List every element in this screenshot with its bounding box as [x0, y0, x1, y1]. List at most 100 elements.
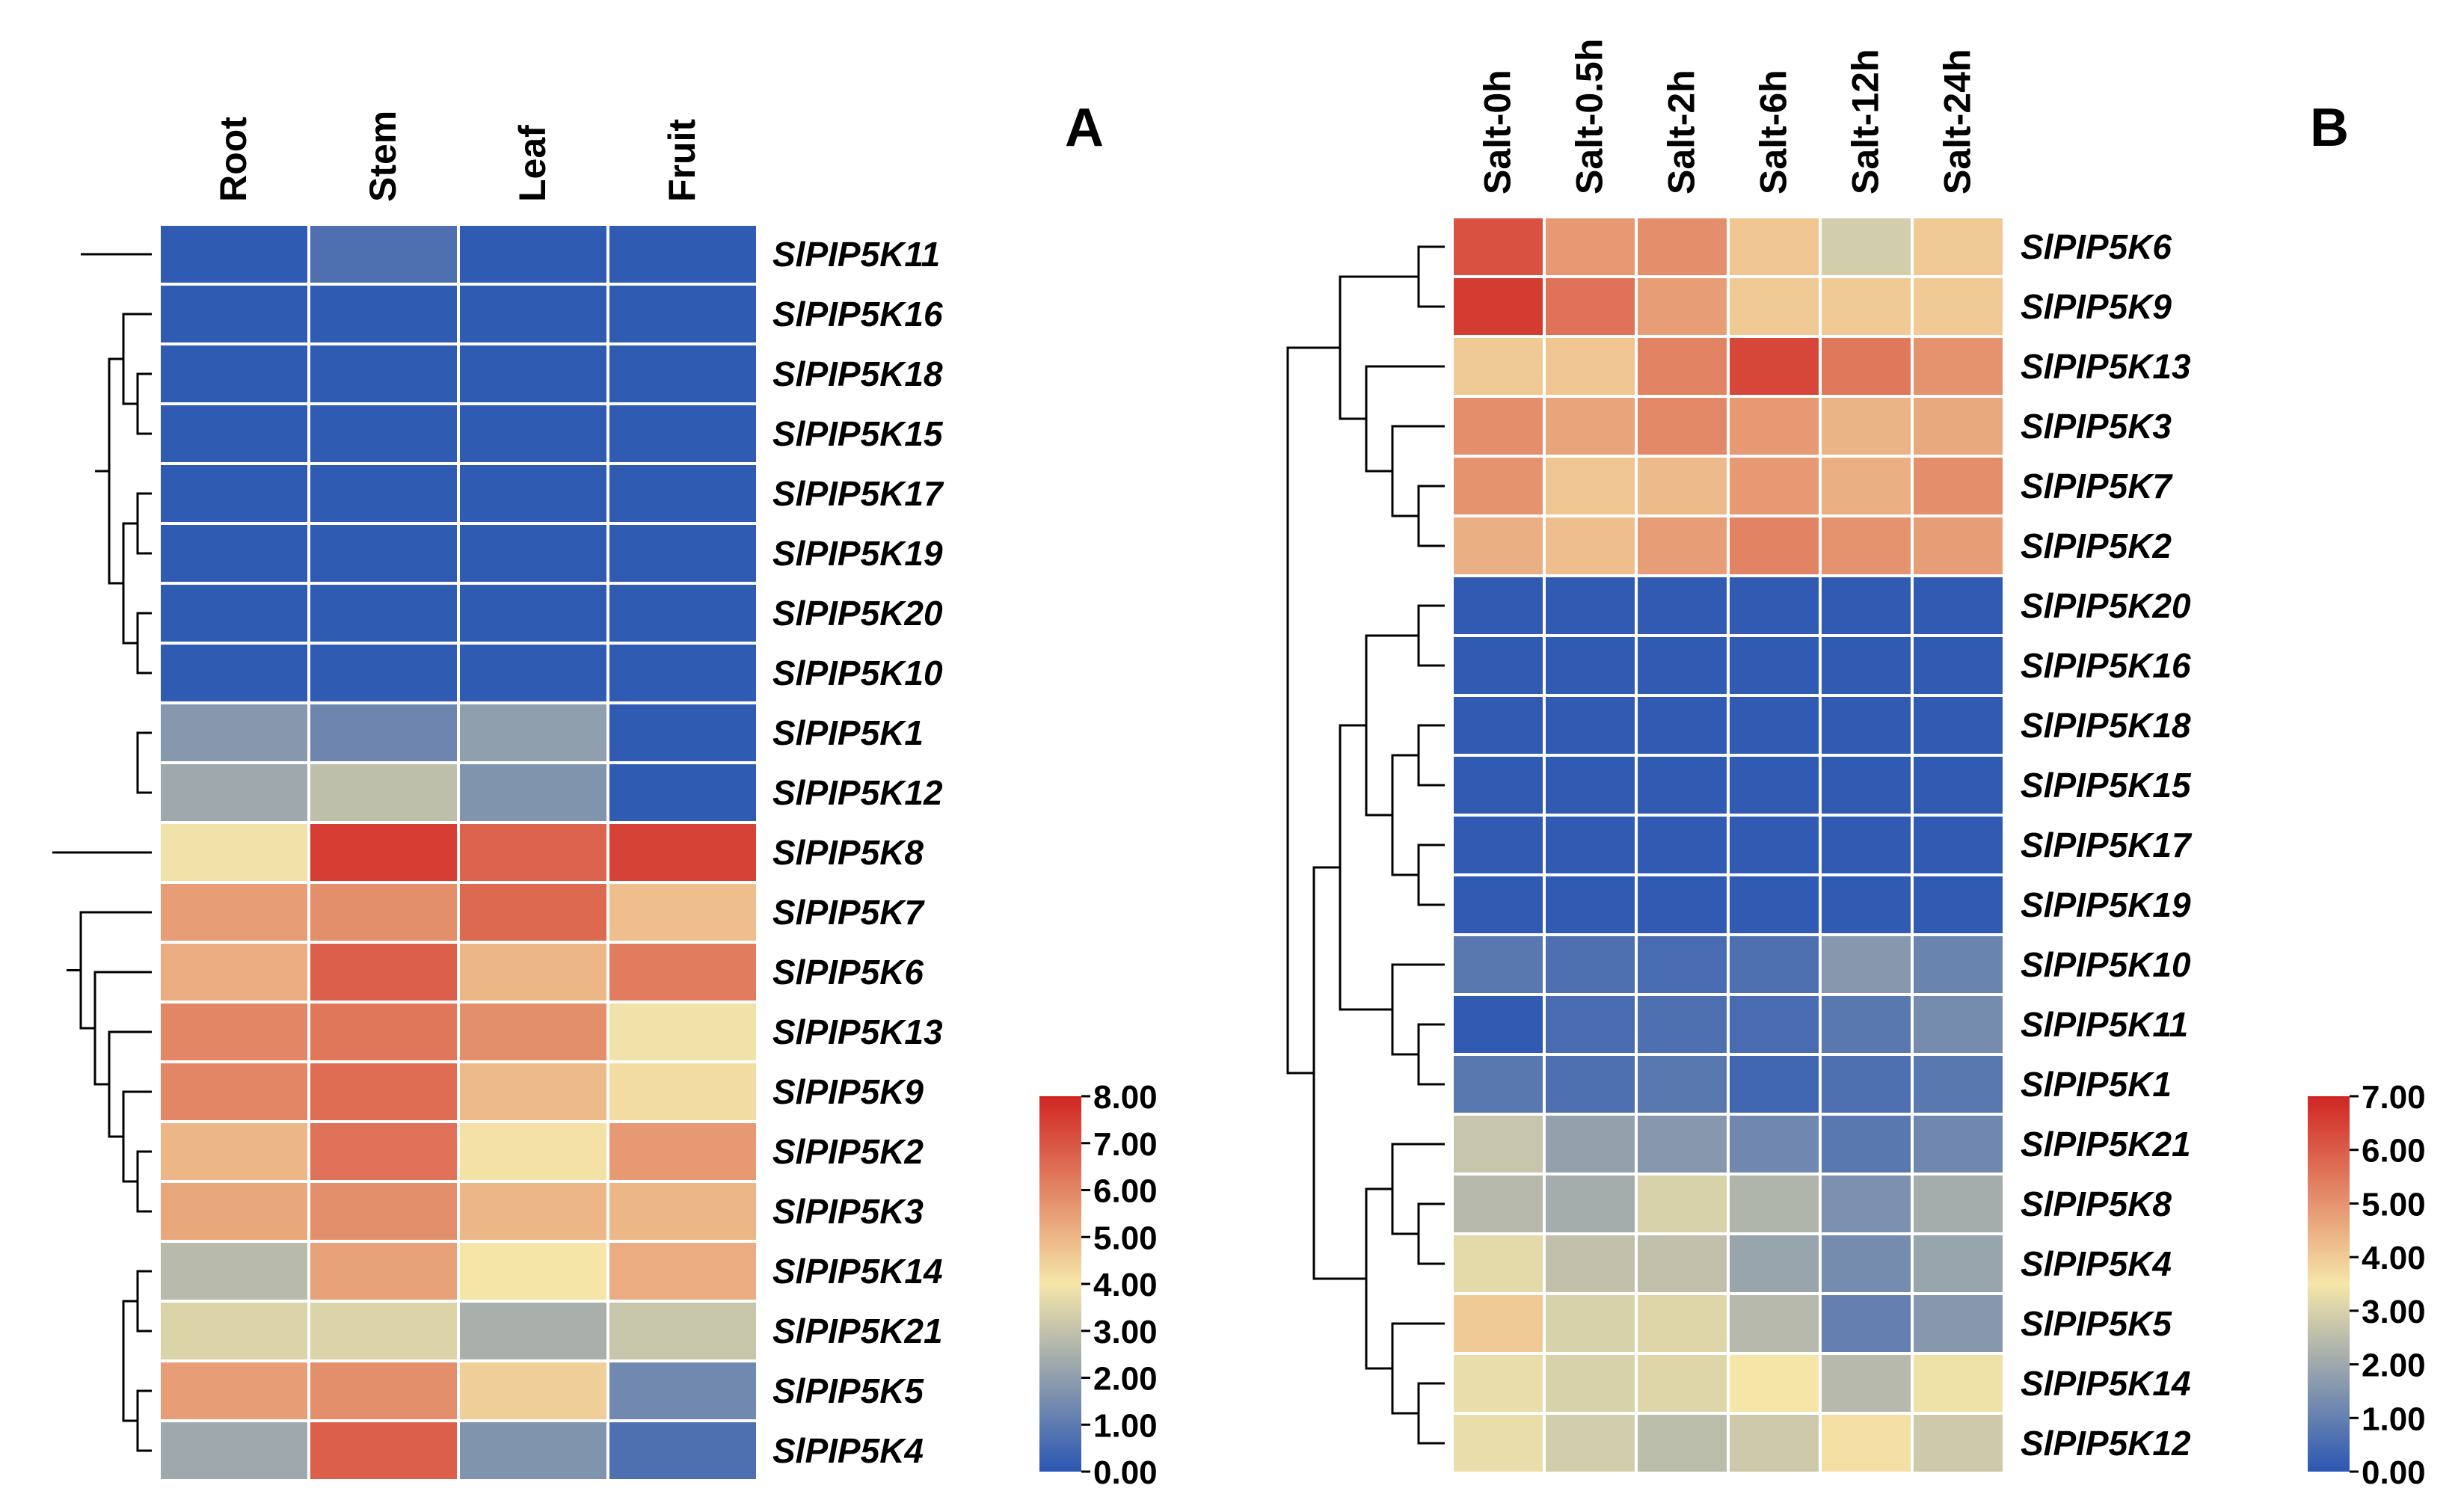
heatmap-cell: [1543, 1352, 1638, 1415]
heatmap-cell: [1911, 1113, 2006, 1176]
dendrogram-b-branch: [1286, 346, 1340, 1075]
heatmap-cell: [606, 1419, 759, 1482]
heatmap-cell: [1727, 933, 1822, 996]
heatmap-cell: [1727, 335, 1822, 398]
heatmap-cell: [1819, 933, 1914, 996]
heatmap-cell: [1451, 514, 1546, 577]
heatmap-cell: [307, 1060, 460, 1123]
row-label: SlPIP5K12: [2021, 1424, 2191, 1463]
heatmap-cell: [457, 1001, 609, 1063]
heatmap-cell: [1819, 1113, 1914, 1176]
row-label: SlPIP5K19: [772, 534, 943, 573]
heatmap-cell: [1543, 514, 1638, 577]
row-label: SlPIP5K20: [2021, 586, 2191, 625]
heatmap-cell: [307, 522, 460, 585]
row-label: SlPIP5K13: [772, 1012, 943, 1051]
heatmap-cell: [1451, 814, 1546, 876]
heatmap-cell: [158, 701, 310, 764]
heatmap-cell: [606, 941, 759, 1004]
row-label: SlPIP5K9: [2021, 287, 2172, 326]
heatmap-cell: [1451, 1292, 1546, 1355]
heatmap-cell: [307, 1419, 460, 1482]
heatmap-cell: [1543, 1173, 1638, 1235]
heatmap-cell: [1727, 814, 1822, 876]
heatmap-cell: [307, 821, 460, 884]
heatmap-cell: [606, 1180, 759, 1243]
heatmap-cell: [606, 342, 759, 405]
row-label: SlPIP5K18: [772, 354, 943, 393]
heatmap-cell: [606, 701, 759, 764]
heatmap-cell: [1451, 1232, 1546, 1295]
row-label: SlPIP5K16: [772, 295, 943, 334]
heatmap-cell: [1543, 395, 1638, 458]
heatmap-cell: [1543, 933, 1638, 996]
heatmap-cell: [457, 1180, 609, 1243]
row-label: SlPIP5K10: [2021, 945, 2191, 984]
heatmap-cell: [1635, 1412, 1730, 1475]
heatmap-cell: [606, 582, 759, 645]
heatmap-cell: [307, 941, 460, 1004]
heatmap-cell: [1543, 1113, 1638, 1176]
heatmap-cell: [1727, 1352, 1822, 1415]
heatmap-cell: [1635, 574, 1730, 637]
heatmap-cell: [158, 1240, 310, 1303]
heatmap-cell: [1911, 814, 2006, 876]
heatmap-cell: [1543, 814, 1638, 876]
heatmap-cell: [1819, 514, 1914, 577]
heatmap-cell: [158, 462, 310, 525]
row-label: SlPIP5K15: [772, 414, 944, 453]
row-label: SlPIP5K14: [772, 1252, 943, 1291]
row-label: SlPIP5K10: [772, 654, 943, 692]
heatmap-cell: [1819, 1173, 1914, 1235]
heatmap-cell: [1543, 1292, 1638, 1355]
heatmap-cell: [1451, 634, 1546, 697]
heatmap-cell: [457, 642, 609, 704]
heatmap-cell: [606, 283, 759, 345]
row-label: SlPIP5K19: [2021, 885, 2191, 924]
heatmap-cell: [1635, 1232, 1730, 1295]
heatmap-cell: [1819, 1292, 1914, 1355]
heatmap-cell: [457, 582, 609, 645]
heatmap-cell: [457, 941, 609, 1004]
column-label: Salt-0.5h: [1569, 39, 1611, 194]
heatmap-cell: [1543, 993, 1638, 1056]
column-label: Stem: [362, 111, 404, 202]
heatmap-cell: [606, 522, 759, 585]
heatmap-cell: [1911, 1412, 2006, 1475]
heatmap-cell: [606, 1300, 759, 1362]
heatmap-cell: [1543, 873, 1638, 936]
heatmap-cell: [1635, 754, 1730, 817]
heatmap-cell: [1635, 933, 1730, 996]
heatmap-cell: [457, 1359, 609, 1422]
heatmap-cell: [307, 701, 460, 764]
colorbar-tick-label: 3.00: [2362, 1294, 2426, 1330]
heatmap-cell: [158, 881, 310, 944]
heatmap-cell: [307, 462, 460, 525]
row-label: SlPIP5K9: [772, 1072, 924, 1111]
heatmap-cell: [1727, 694, 1822, 757]
heatmap-cell: [457, 881, 609, 944]
heatmap-cell: [1911, 455, 2006, 517]
heatmap-cell: [158, 761, 310, 824]
heatmap-cell: [1911, 1292, 2006, 1355]
heatmap-panel-a: Root Stem Leaf Fruit SlPIP5K11 SlPIP5K16 SlPIP…: [52, 98, 1158, 1491]
heatmap-cell: [1543, 694, 1638, 757]
heatmap-cell: [307, 342, 460, 405]
row-label: SlPIP5K12: [772, 773, 943, 812]
heatmap-cell: [1635, 1113, 1730, 1176]
heatmap-cell: [1543, 335, 1638, 398]
column-label: Fruit: [661, 119, 703, 202]
column-label: Salt-2h: [1661, 70, 1703, 194]
heatmap-cell: [606, 1001, 759, 1063]
heatmap-cell: [158, 342, 310, 405]
heatmap-cell: [1727, 754, 1822, 817]
heatmap-cell: [158, 1120, 310, 1183]
heatmap-cell: [606, 462, 759, 525]
heatmap-cell: [1911, 1173, 2006, 1235]
heatmap-cell: [307, 1180, 460, 1243]
heatmap-cell: [1911, 395, 2006, 458]
heatmap-cell: [1727, 634, 1822, 697]
heatmap-cell: [457, 821, 609, 884]
heatmap-cell: [1635, 335, 1730, 398]
heatmap-cell: [307, 1240, 460, 1303]
